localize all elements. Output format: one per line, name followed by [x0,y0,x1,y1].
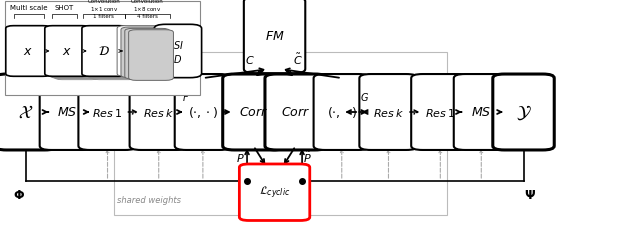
FancyBboxPatch shape [5,2,200,96]
Text: $FM$: $FM$ [265,29,284,43]
FancyBboxPatch shape [129,31,173,81]
FancyBboxPatch shape [121,28,166,78]
FancyBboxPatch shape [239,164,310,220]
FancyBboxPatch shape [79,75,137,150]
FancyBboxPatch shape [88,29,133,79]
FancyBboxPatch shape [130,75,188,150]
Text: $\mathbf{\Psi}$: $\mathbf{\Psi}$ [524,188,536,201]
FancyBboxPatch shape [154,25,202,78]
Text: $\mathcal{Y}$: $\mathcal{Y}$ [516,103,531,122]
Text: Convolution
1$\times$8 conv
4 filters: Convolution 1$\times$8 conv 4 filters [131,0,164,19]
FancyBboxPatch shape [360,75,417,150]
FancyBboxPatch shape [54,30,99,80]
Text: $\tilde{P}$: $\tilde{P}$ [303,149,312,164]
Text: $C$: $C$ [244,54,255,66]
Text: $Corr$: $Corr$ [239,106,268,119]
Text: shared weights: shared weights [117,195,181,204]
Text: $Res\,k$: $Res\,k$ [143,106,174,119]
FancyBboxPatch shape [314,75,370,150]
Text: $x$: $x$ [62,45,72,58]
FancyBboxPatch shape [82,27,127,77]
FancyBboxPatch shape [0,75,56,150]
FancyBboxPatch shape [92,30,136,80]
FancyBboxPatch shape [51,29,96,79]
Text: $\mathbf{\Phi}$: $\mathbf{\Phi}$ [13,188,25,201]
Text: $\mathcal{D}$: $\mathcal{D}$ [99,45,110,58]
Text: $\mathcal{X}$: $\mathcal{X}$ [18,104,33,122]
FancyBboxPatch shape [48,28,93,78]
Text: $x$: $x$ [23,45,33,58]
FancyBboxPatch shape [45,27,90,77]
Text: $Res\,1$: $Res\,1$ [92,106,123,119]
Text: $F$: $F$ [182,91,190,103]
Text: $MS$: $MS$ [57,106,77,119]
Text: $SI$
$D$: $SI$ $D$ [173,39,183,65]
Text: $(\cdot,\cdot)$: $(\cdot,\cdot)$ [327,105,356,120]
Text: SHOT: SHOT [54,5,74,11]
Text: Multi scale: Multi scale [10,5,47,11]
FancyBboxPatch shape [6,27,51,77]
FancyBboxPatch shape [265,75,326,150]
Text: $(\cdot,\cdot)$: $(\cdot,\cdot)$ [188,105,218,120]
FancyBboxPatch shape [125,29,170,80]
Text: $Corr$: $Corr$ [281,106,310,119]
Text: $MS$: $MS$ [471,106,492,119]
Text: $Res\,1$: $Res\,1$ [425,106,456,119]
FancyBboxPatch shape [40,75,95,150]
Text: $\mathcal{L}_{cyclic}$: $\mathcal{L}_{cyclic}$ [259,184,291,200]
Text: $\tilde{C}$: $\tilde{C}$ [292,52,303,67]
FancyBboxPatch shape [175,75,231,150]
FancyBboxPatch shape [223,75,284,150]
FancyBboxPatch shape [244,0,305,74]
FancyBboxPatch shape [85,28,130,78]
FancyBboxPatch shape [493,75,554,150]
Text: Convolution
1$\times$1 conv
1 filters: Convolution 1$\times$1 conv 1 filters [87,0,120,19]
Text: $Res\,k$: $Res\,k$ [373,106,404,119]
Text: $P$: $P$ [236,151,245,163]
FancyBboxPatch shape [117,27,162,77]
FancyBboxPatch shape [412,75,469,150]
Text: $G$: $G$ [360,91,369,103]
FancyBboxPatch shape [454,75,509,150]
